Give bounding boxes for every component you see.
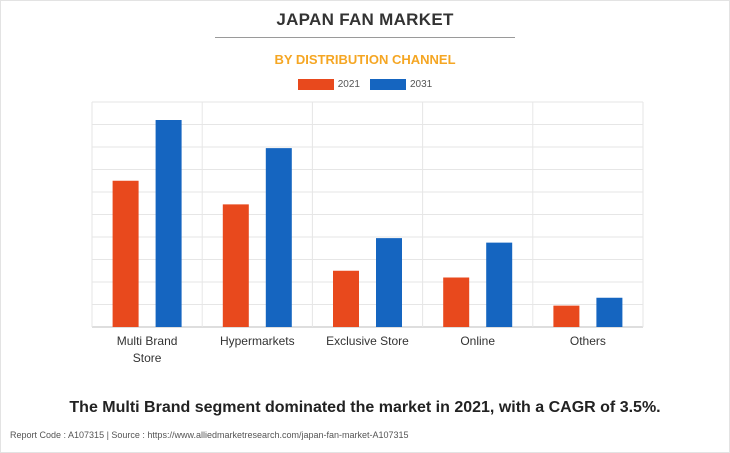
x-tick-label: Others — [570, 334, 606, 348]
legend-label-2031: 2031 — [410, 79, 433, 90]
bar-2021-exclusive-store — [333, 270, 359, 327]
source-footer: Report Code : A107315 | Source : https:/… — [10, 430, 409, 440]
legend: 2021 2031 — [0, 79, 730, 90]
legend-label-2021: 2021 — [337, 79, 360, 90]
bar-2031-online — [486, 242, 513, 327]
legend-swatch-2021 — [297, 79, 334, 90]
bar-2031-others — [596, 297, 623, 327]
legend-item-2031[interactable]: 2031 — [370, 79, 432, 90]
x-tick-label: Multi Brand Store — [117, 334, 178, 365]
bar-2021-online — [443, 277, 470, 327]
legend-item-2021[interactable]: 2021 — [297, 79, 360, 90]
bar-2021-multi-brand-store — [112, 180, 139, 327]
chart-title: JAPAN FAN MARKET — [276, 10, 454, 29]
bar-2031-exclusive-store — [376, 238, 402, 327]
bar-2021-others — [553, 305, 580, 327]
chart-caption: The Multi Brand segment dominated the ma… — [69, 399, 661, 416]
bar-2031-multi-brand-store — [155, 120, 182, 327]
x-tick-label: Online — [460, 334, 495, 348]
chart-subtitle: BY DISTRIBUTION CHANNEL — [274, 52, 456, 67]
title-divider — [215, 37, 515, 38]
bar-2021-hypermarkets — [222, 204, 249, 327]
bar-2031-hypermarkets — [265, 148, 292, 327]
x-tick-label: Exclusive Store — [326, 334, 409, 348]
x-tick-label: Hypermarkets — [220, 334, 295, 348]
legend-swatch-2031 — [370, 79, 406, 90]
